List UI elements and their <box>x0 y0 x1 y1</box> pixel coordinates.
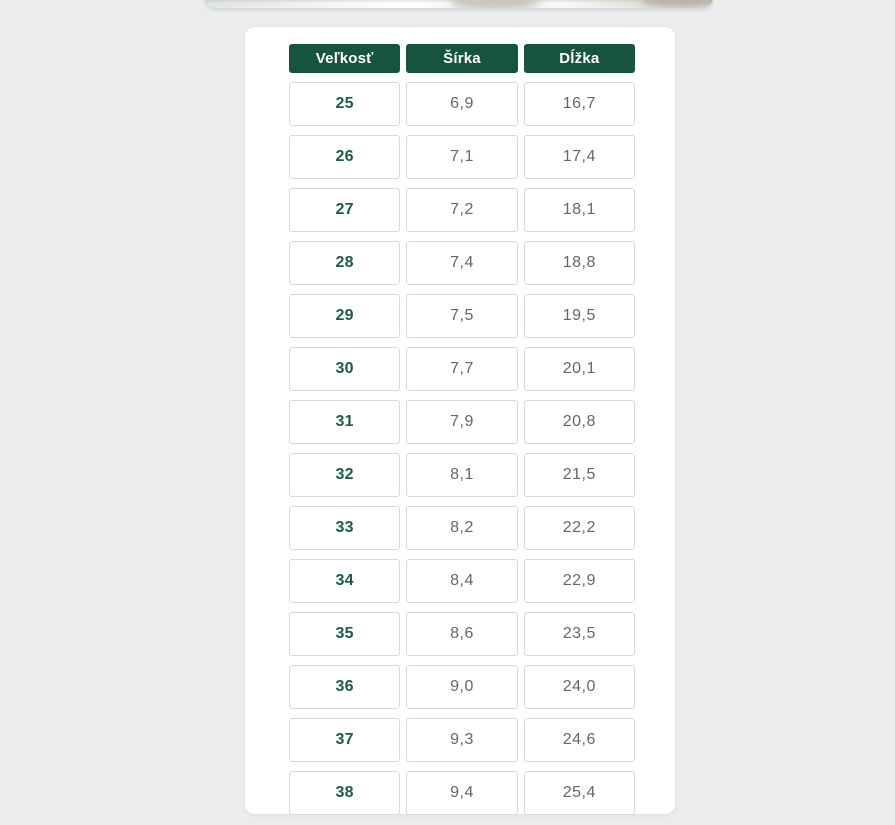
width-cell: 7,9 <box>406 400 518 444</box>
product-image-strip <box>205 0 713 8</box>
width-cell: 8,2 <box>406 506 518 550</box>
size-cell: 37 <box>289 718 401 762</box>
length-cell: 21,5 <box>523 453 635 497</box>
column-header-size: Veľkosť <box>289 44 401 73</box>
size-cell: 32 <box>289 453 401 497</box>
width-cell: 9,4 <box>406 771 518 815</box>
product-photo-shape <box>450 0 540 8</box>
width-cell: 7,1 <box>406 135 518 179</box>
length-cell: 18,1 <box>523 188 635 232</box>
length-cell: 25,4 <box>523 771 635 815</box>
width-cell: 7,4 <box>406 241 518 285</box>
length-cell: 22,2 <box>523 506 635 550</box>
size-table: Veľkosť Šírka Dĺžka 25 6,9 16,7 26 7,1 1… <box>289 44 635 815</box>
length-cell: 17,4 <box>523 135 635 179</box>
size-cell: 27 <box>289 188 401 232</box>
size-cell: 35 <box>289 612 401 656</box>
width-cell: 6,9 <box>406 82 518 126</box>
size-cell: 25 <box>289 82 401 126</box>
length-cell: 22,9 <box>523 559 635 603</box>
length-cell: 24,6 <box>523 718 635 762</box>
length-cell: 16,7 <box>523 82 635 126</box>
size-cell: 28 <box>289 241 401 285</box>
length-cell: 19,5 <box>523 294 635 338</box>
size-cell: 26 <box>289 135 401 179</box>
size-cell: 38 <box>289 771 401 815</box>
size-cell: 36 <box>289 665 401 709</box>
size-cell: 34 <box>289 559 401 603</box>
length-cell: 24,0 <box>523 665 635 709</box>
width-cell: 9,0 <box>406 665 518 709</box>
width-cell: 7,7 <box>406 347 518 391</box>
size-chart-card: Veľkosť Šírka Dĺžka 25 6,9 16,7 26 7,1 1… <box>245 27 675 815</box>
width-cell: 7,5 <box>406 294 518 338</box>
width-cell: 8,1 <box>406 453 518 497</box>
length-cell: 20,1 <box>523 347 635 391</box>
length-cell: 18,8 <box>523 241 635 285</box>
product-photo-shape <box>640 0 713 8</box>
size-cell: 30 <box>289 347 401 391</box>
width-cell: 7,2 <box>406 188 518 232</box>
column-header-length: Dĺžka <box>523 44 635 73</box>
size-cell: 29 <box>289 294 401 338</box>
length-cell: 23,5 <box>523 612 635 656</box>
size-cell: 31 <box>289 400 401 444</box>
column-header-width: Šírka <box>406 44 518 73</box>
size-cell: 33 <box>289 506 401 550</box>
width-cell: 8,4 <box>406 559 518 603</box>
width-cell: 8,6 <box>406 612 518 656</box>
width-cell: 9,3 <box>406 718 518 762</box>
length-cell: 20,8 <box>523 400 635 444</box>
